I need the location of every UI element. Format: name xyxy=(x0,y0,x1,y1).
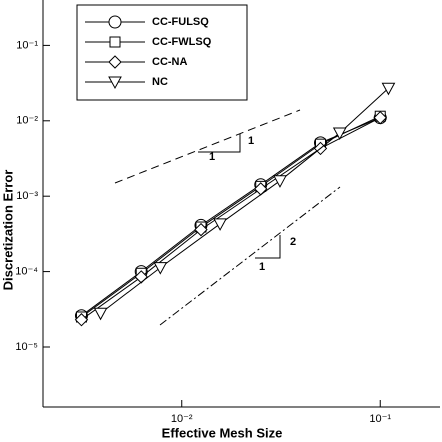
data-point xyxy=(74,313,89,327)
annotation: 1 xyxy=(209,151,215,163)
x-tick-label: 10⁻¹ xyxy=(369,413,391,425)
y-axis-label: Discretization Error xyxy=(0,170,15,291)
slope-triangle-2 xyxy=(255,235,281,259)
x-tick-label: 10⁻² xyxy=(171,413,193,425)
series-line xyxy=(81,115,381,318)
y-tick-label: 10⁻³ xyxy=(16,190,38,202)
data-point xyxy=(194,222,208,237)
legend-marker xyxy=(108,55,122,69)
legend-label: CC-NA xyxy=(152,56,187,68)
legend-marker xyxy=(108,15,122,29)
y-tick-label: 10⁻² xyxy=(16,115,38,127)
legend-label: NC xyxy=(152,76,168,88)
y-tick-label: 10⁻¹ xyxy=(16,39,38,51)
data-point xyxy=(381,82,396,96)
data-point xyxy=(273,175,287,188)
data-point xyxy=(93,307,108,321)
y-tick-label: 10⁻⁵ xyxy=(15,341,38,353)
data-point xyxy=(373,110,387,125)
slope-reference-1 xyxy=(114,109,301,184)
slope-triangle-1 xyxy=(198,134,241,153)
data-point xyxy=(213,218,227,231)
data-point xyxy=(332,127,347,140)
legend-label: CC-FWLSQ xyxy=(152,36,212,48)
annotation: 1 xyxy=(259,261,265,273)
annotation: 2 xyxy=(290,236,296,248)
annotation: 1 xyxy=(248,135,254,147)
data-point xyxy=(153,262,168,275)
legend-marker xyxy=(109,36,121,48)
x-axis-label: Effective Mesh Size xyxy=(162,425,283,440)
series-line xyxy=(100,87,389,314)
series-line xyxy=(81,117,381,317)
legend xyxy=(76,4,248,101)
legend-marker xyxy=(108,76,122,90)
y-tick-label: 10⁻⁴ xyxy=(15,265,38,277)
series-line xyxy=(81,117,381,321)
legend-label: CC-FULSQ xyxy=(152,16,209,28)
slope-reference-2 xyxy=(159,186,341,326)
